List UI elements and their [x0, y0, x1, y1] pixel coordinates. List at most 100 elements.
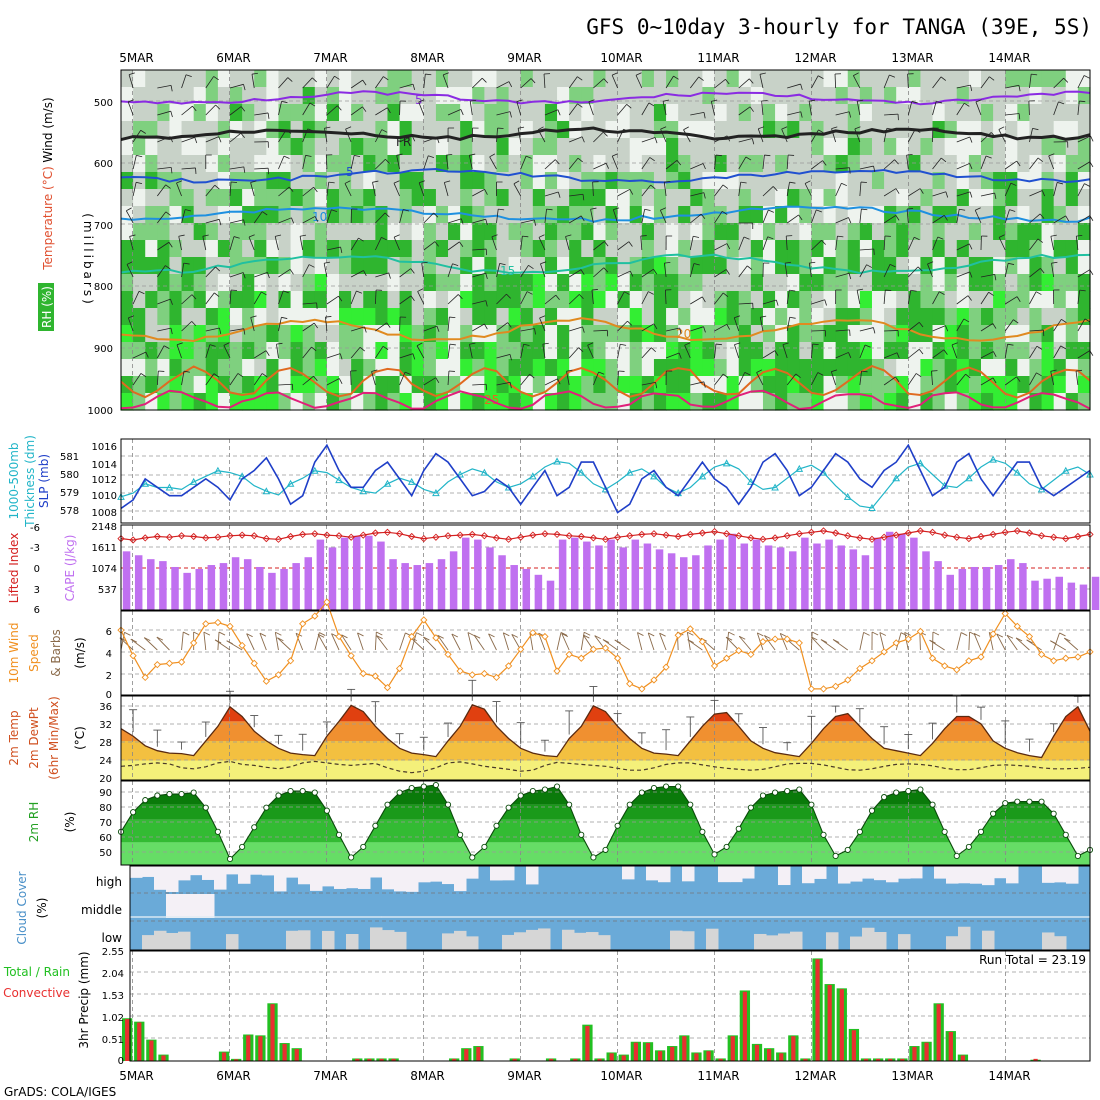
ylabel-millibars: (millibars) [81, 213, 95, 307]
date-bottom-13MAR: 13MAR [891, 1069, 933, 1083]
wind10-barb [647, 632, 655, 651]
rh-point [1014, 798, 1021, 805]
precip-conv-bar [888, 1058, 893, 1061]
cape-bar [1007, 559, 1015, 610]
cloud-mid-cell [178, 894, 191, 918]
precip-conv-bar [827, 984, 832, 1061]
li-point [347, 533, 355, 541]
date-top-7MAR: 7MAR [313, 51, 348, 65]
wind10-point [480, 669, 489, 678]
li-point [541, 530, 549, 538]
thickness-point [795, 464, 804, 472]
cape-bar [1055, 576, 1063, 610]
precip-conv-bar [766, 1049, 772, 1061]
li-point [613, 533, 622, 541]
thickness-line [120, 458, 1091, 509]
rh-point [166, 791, 173, 798]
wind10-point [916, 627, 925, 636]
rh-point [953, 852, 960, 859]
date-bottom-8MAR: 8MAR [410, 1069, 445, 1083]
date-top-12MAR: 12MAR [794, 51, 836, 65]
precip-conv-bar [742, 991, 748, 1061]
wind10-barb [810, 631, 813, 651]
wind10-point [1025, 632, 1034, 641]
rh-point [699, 828, 706, 835]
precip-conv-bar [839, 989, 844, 1061]
cloud-high-cell [442, 866, 455, 885]
wind10-point [928, 654, 937, 662]
cloud-high-cell [346, 866, 359, 889]
cloud-high-cell [298, 866, 311, 885]
cape-bar [352, 535, 361, 610]
ytick-800: 800 [94, 282, 113, 293]
rh-point [1002, 800, 1009, 807]
cloud-low-cell [178, 931, 191, 950]
li-tick-m6: -6 [30, 523, 40, 534]
contour-2 [120, 167, 1091, 184]
wind10-barb [602, 639, 618, 651]
cape-bar [655, 549, 664, 610]
precip-conv-bar [779, 1053, 784, 1061]
wind10-barb [473, 634, 485, 651]
wind10-barb [895, 632, 902, 651]
cloud-high-cell [262, 866, 275, 876]
precip-conv-bar [246, 1035, 251, 1061]
date-labels-bottom: 5MAR 6MAR 7MAR 8MAR 9MAR 10MAR 11MAR 12MAR 13MAR… [119, 1069, 1030, 1083]
rh-point [529, 788, 536, 795]
li-point [941, 531, 949, 539]
li-point [747, 534, 755, 542]
ytick-500: 500 [94, 98, 113, 109]
wind10-point [250, 659, 258, 667]
cape-bar [219, 563, 228, 610]
wind10-point [202, 620, 210, 628]
cloud-mid-cell [190, 894, 203, 918]
precip-conv-bar [573, 1058, 578, 1061]
cape-bar [401, 563, 409, 610]
cloud-high-cell [418, 866, 431, 883]
thickness-point [432, 489, 440, 497]
wind10-point [819, 685, 828, 693]
wind10-barb [331, 633, 340, 651]
precip-conv-bar [851, 1030, 857, 1061]
li-point [674, 532, 682, 541]
rh-point [348, 854, 355, 861]
cape-bar [207, 565, 216, 610]
precip-conv-bar [730, 1036, 735, 1061]
thickness-point [892, 474, 901, 482]
label-wind10-4: (m/s) [73, 637, 87, 668]
wind10-point [638, 685, 646, 693]
wind10-point [371, 672, 379, 680]
cloud-high-cell [970, 866, 983, 884]
rh-point [287, 788, 294, 795]
wind10-barb [143, 637, 158, 651]
wind-tick-2: 2 [106, 671, 112, 682]
precip-conv-bar [912, 1046, 917, 1061]
cloud-high-cell [742, 866, 755, 879]
li-point [577, 532, 585, 541]
thickness-point [577, 468, 586, 476]
label-rh-2: (%) [63, 812, 77, 833]
wind10-speed-series [117, 598, 1094, 693]
cape-bar [849, 549, 858, 610]
li-point [856, 534, 864, 542]
cape-tick-2148: 2148 [92, 522, 117, 533]
slp-tick-1012: 1012 [92, 475, 117, 486]
rh-point [178, 791, 185, 798]
cloud-high-cell [286, 866, 299, 878]
temp-tick-24: 24 [99, 756, 112, 767]
cloud-low-cell [502, 934, 515, 950]
wind10-point [589, 645, 598, 653]
thickness-point [214, 466, 222, 474]
rh-point [784, 788, 791, 795]
li-point [601, 535, 610, 543]
cape-bar [801, 537, 809, 610]
wind10-point [190, 639, 198, 647]
date-top-6MAR: 6MAR [216, 51, 251, 65]
wind10-point [444, 650, 452, 659]
ytick-700: 700 [94, 221, 113, 232]
wind10-point [238, 641, 246, 650]
wind10-point [383, 683, 392, 692]
rh-point [614, 822, 621, 829]
cape-bar [147, 559, 155, 610]
li-point [226, 532, 234, 540]
